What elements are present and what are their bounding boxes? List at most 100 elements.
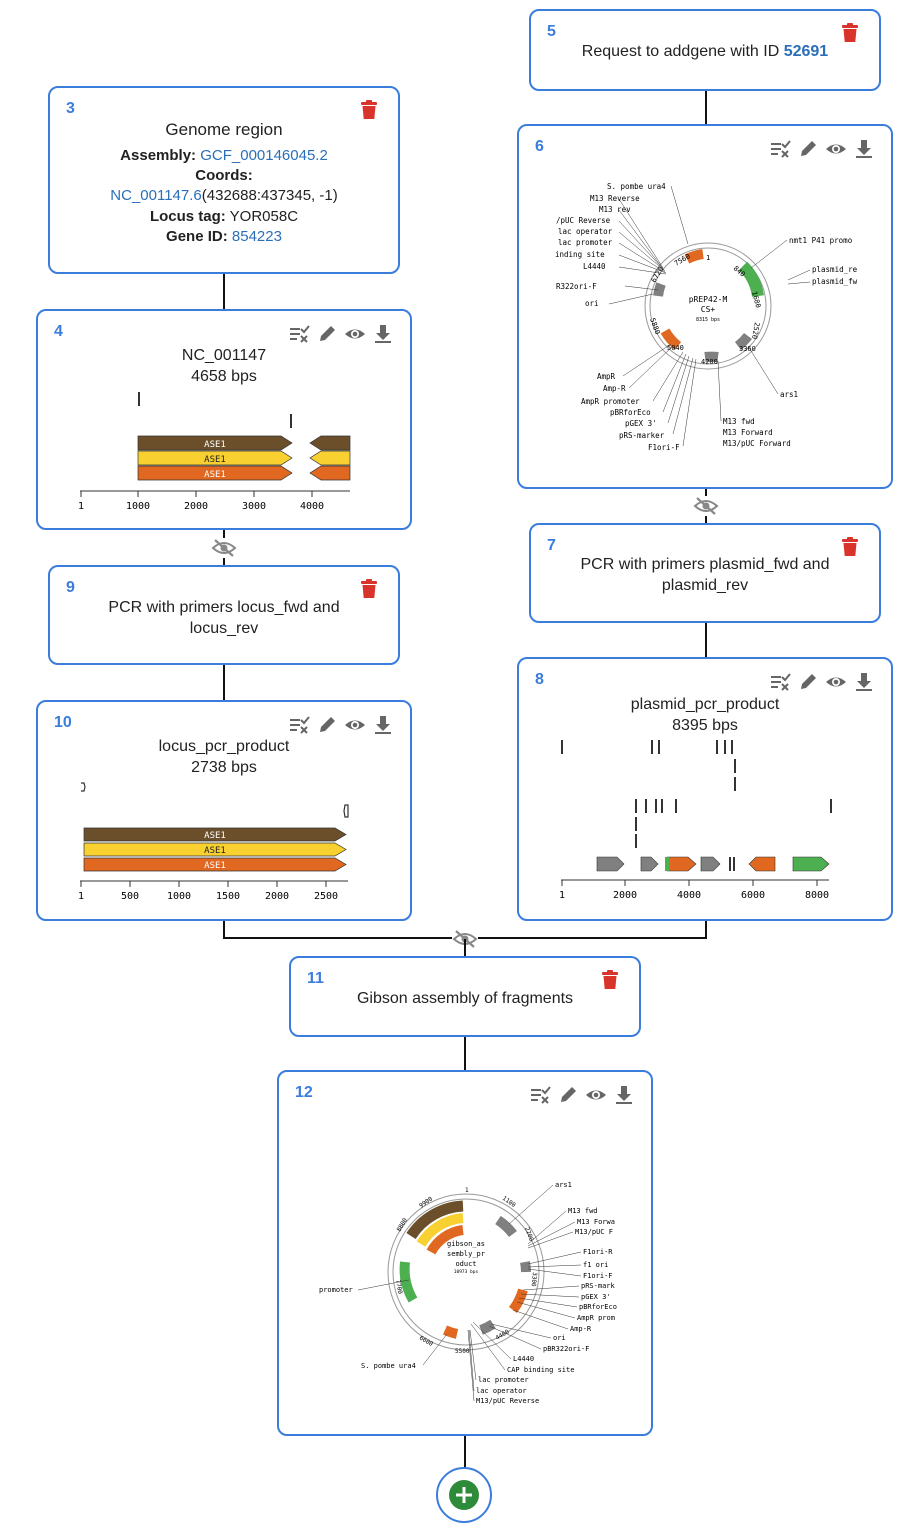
assembly-link[interactable]: GCF_000146045.2 (200, 147, 328, 164)
trash-icon[interactable] (360, 100, 378, 120)
svg-text:pGEX 3': pGEX 3' (625, 419, 657, 428)
svg-text:promoter: promoter (319, 1286, 353, 1294)
axis-tick: 1 (559, 890, 565, 901)
source-description: Gibson assembly of fragments (356, 990, 574, 1007)
connector-join-11 (464, 939, 466, 957)
add-source-button[interactable] (436, 1467, 492, 1523)
plasmid-size: 8315 bps (696, 317, 720, 323)
node-id: 5 (547, 23, 556, 40)
eye-off-icon[interactable] (693, 496, 719, 516)
eye-icon[interactable] (825, 138, 847, 160)
connector-12-add (464, 1435, 466, 1468)
ring-tick: 2200 (523, 1226, 535, 1242)
feature-ase1 (83, 857, 347, 872)
select-primers-icon[interactable] (769, 671, 791, 693)
label-leaders (357, 1184, 582, 1402)
feature-ase1 (309, 465, 351, 481)
ring-tick: 3360 (739, 345, 756, 353)
trash-icon[interactable] (601, 970, 619, 990)
ring-tick: 7700 (394, 1279, 403, 1295)
connector-5-6 (705, 90, 707, 124)
label-leaders (608, 185, 811, 447)
svg-text:AmpR prom: AmpR prom (577, 1314, 615, 1322)
select-primers-icon[interactable] (288, 323, 310, 345)
source-node-3: 3 Genome region Assembly: GCF_000146045.… (48, 86, 400, 274)
feature-labels-right: ars1 M13 fwd M13 Forwa M13/pUC F F1ori-R… (476, 1181, 617, 1405)
svg-text:AmpR promoter: AmpR promoter (581, 397, 640, 406)
svg-text:plasmid_re: plasmid_re (812, 265, 858, 274)
feature-ura4 (442, 1325, 459, 1339)
eye-icon[interactable] (344, 323, 366, 345)
feature-ase1 (83, 842, 347, 857)
select-primers-icon[interactable] (288, 714, 310, 736)
trash-icon[interactable] (360, 579, 378, 599)
download-icon[interactable] (372, 714, 394, 736)
feature-ori (653, 282, 666, 297)
node-id: 7 (547, 537, 556, 554)
download-icon[interactable] (613, 1084, 635, 1106)
sequence-size: 4658 bps (191, 368, 257, 385)
trash-icon[interactable] (841, 537, 859, 557)
feature-label: ASE1 (204, 440, 226, 450)
ring-tick: 8800 (396, 1217, 409, 1233)
download-icon[interactable] (853, 671, 875, 693)
edit-icon[interactable] (797, 671, 819, 693)
circular-map: pREP42-M CS+ 8315 bps 1 840 1680 2520 33… (555, 182, 858, 452)
edit-icon[interactable] (316, 714, 338, 736)
plus-icon (448, 1479, 479, 1510)
eye-icon[interactable] (825, 671, 847, 693)
feature-ars1 (734, 332, 752, 350)
select-primers-icon[interactable] (769, 138, 791, 160)
edit-icon[interactable] (316, 323, 338, 345)
download-icon[interactable] (372, 323, 394, 345)
feature-promoter (399, 1261, 418, 1303)
feature-ampr (508, 1288, 528, 1314)
svg-text:plasmid_fw: plasmid_fw (812, 277, 858, 286)
linear-map: ASE1 ASE1 ASE1 1 1000 2000 3000 4000 (78, 392, 351, 511)
node-id: 6 (535, 138, 544, 155)
feature-ase1 (83, 827, 347, 842)
gene-label: Gene ID: (166, 228, 228, 245)
axis-tick: 3000 (242, 501, 266, 511)
primer-mark (81, 782, 86, 792)
svg-text:F1ori-R: F1ori-R (583, 1248, 613, 1256)
svg-text:ars1: ars1 (555, 1181, 572, 1189)
trash-icon[interactable] (841, 23, 859, 43)
feature-label: ASE1 (204, 861, 226, 871)
primer-mark (343, 804, 349, 818)
feature-ase1 (309, 435, 351, 451)
svg-text:ars1: ars1 (780, 390, 798, 399)
feature-marker (665, 857, 669, 871)
svg-text:M13 Forwa: M13 Forwa (577, 1218, 615, 1226)
ring-tick: 5880 (648, 317, 661, 336)
sequence-node-6: 6 pREP42-M CS+ 8315 bps 1 840 1680 2520 … (517, 124, 893, 489)
circular-map: gibson_as sembly_pr oduct 10973 bps 1 11… (319, 1181, 617, 1405)
feature-ase1 (137, 465, 293, 481)
select-primers-icon[interactable] (529, 1084, 551, 1106)
connector-9-10 (223, 664, 225, 700)
axis-tick: 2000 (184, 501, 208, 511)
addgene-id-link[interactable]: 52691 (783, 43, 829, 60)
sequence-size: 8395 bps (672, 717, 738, 734)
edit-icon[interactable] (797, 138, 819, 160)
source-description: PCR with primers plasmid_fwd and plasmid… (580, 556, 830, 594)
axis-tick: 500 (121, 891, 139, 902)
connector-8-join (705, 920, 707, 938)
download-icon[interactable] (853, 138, 875, 160)
feature-ura4 (748, 856, 776, 872)
linear-map: 1 2000 4000 6000 8000 (559, 740, 832, 901)
coords-link[interactable]: NC_001147.6 (110, 187, 202, 204)
toolbar (769, 138, 875, 160)
feature-ase1 (309, 450, 351, 466)
edit-icon[interactable] (557, 1084, 579, 1106)
axis-tick: 1 (78, 501, 84, 511)
eye-off-icon[interactable] (211, 538, 237, 558)
eye-icon[interactable] (585, 1084, 607, 1106)
axis-tick: 1000 (167, 891, 191, 902)
source-node-11: 11 Gibson assembly of fragments (289, 956, 641, 1037)
eye-icon[interactable] (344, 714, 366, 736)
feature-ori (596, 856, 625, 872)
feature-f1ori (640, 856, 659, 872)
gene-link[interactable]: 854223 (227, 228, 282, 245)
sequence-node-8: 8 plasmid_pcr_product 8395 bps 1 2000 40… (517, 657, 893, 921)
